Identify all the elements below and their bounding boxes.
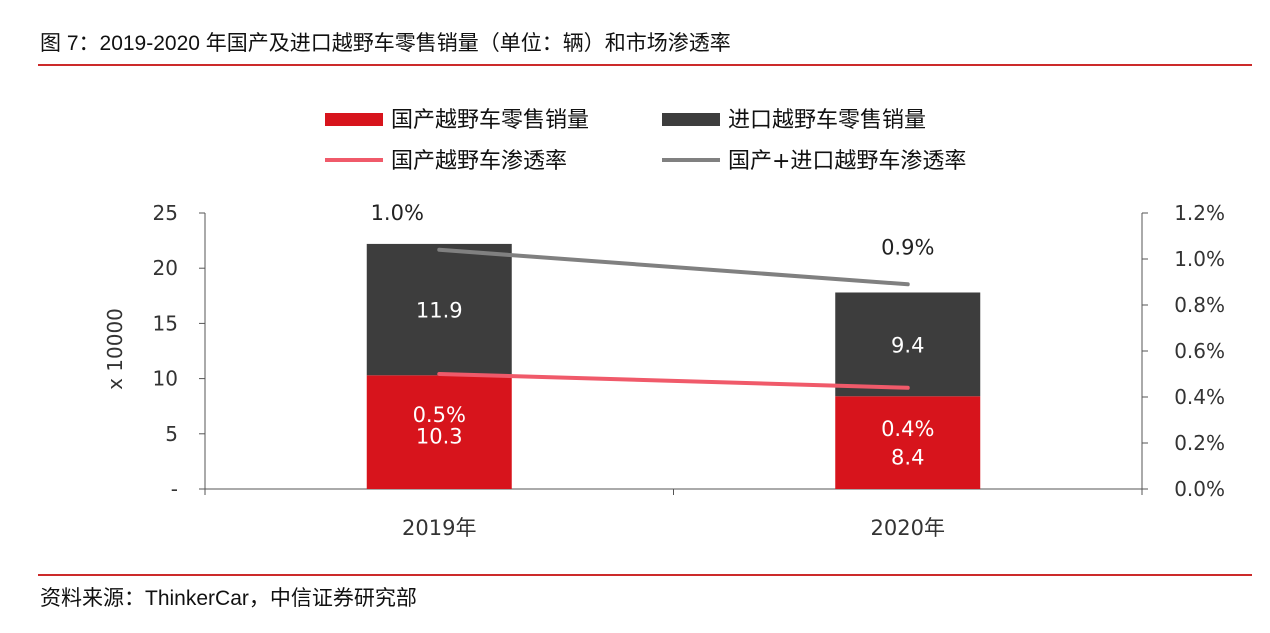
legend-swatch-bar: [662, 113, 720, 126]
left-axis-title: x 10000: [103, 308, 127, 390]
total-penetration-label: 0.9%: [881, 235, 934, 259]
domestic-penetration-label: 0.5%: [413, 403, 466, 427]
domestic-sales-label: 10.3: [416, 424, 463, 448]
right-axis-tick-label: 0.0%: [1174, 477, 1225, 501]
domestic-sales-label: 8.4: [891, 445, 924, 469]
left-axis-tick-label: 15: [153, 311, 178, 335]
axes: - 5 10 15 20 25 x 10000 0.0% 0.2% 0.4% 0.6% 0.8% 1.0…: [103, 201, 1225, 540]
figure-title: 图 7：2019-2020 年国产及进口越野车零售销量（单位：辆）和市场渗透率: [40, 32, 731, 55]
source-note: 资料来源：ThinkerCar，中信证券研究部: [40, 587, 417, 610]
bottom-rule: [38, 574, 1252, 576]
lines: [437, 247, 910, 390]
domestic-penetration-label: 0.4%: [881, 417, 934, 441]
domestic-sales-bar: [366, 375, 512, 489]
left-axis-tick-label: 5: [165, 422, 178, 446]
legend-label: 进口越野车零售销量: [728, 108, 926, 133]
right-axis-tick-label: 0.8%: [1174, 293, 1225, 317]
x-axis-tick-label: 2020年: [871, 516, 945, 540]
top-rule: [38, 64, 1252, 66]
import-sales-bar: [835, 292, 981, 397]
right-axis-tick-label: 0.6%: [1174, 339, 1225, 363]
domestic-sales-bar: [835, 396, 981, 489]
legend-swatch-bar: [325, 113, 383, 126]
bars: [366, 243, 981, 489]
x-axis-tick-label: 2019年: [402, 516, 476, 540]
left-axis-tick-label: 25: [153, 201, 178, 225]
right-axis-tick-label: 1.0%: [1174, 247, 1225, 271]
legend-label: 国产越野车渗透率: [391, 149, 567, 174]
right-axis-tick-label: 1.2%: [1174, 201, 1225, 225]
total-penetration-label: 1.0%: [371, 201, 424, 225]
import-sales-bar: [366, 243, 512, 376]
right-axis-tick-label: 0.2%: [1174, 431, 1225, 455]
left-axis-tick-label: -: [171, 477, 178, 501]
legend-label: 国产+进口越野车渗透率: [728, 149, 966, 174]
right-axis-tick-label: 0.4%: [1174, 385, 1225, 409]
import-sales-label: 9.4: [891, 333, 924, 357]
data-labels: 10.3 11.9 8.4 9.4 0.5% 0.4% 1.0% 0.9%: [371, 201, 935, 469]
import-sales-label: 11.9: [416, 299, 463, 323]
left-axis-tick-label: 20: [153, 256, 178, 280]
legend-label: 国产越野车零售销量: [391, 108, 589, 133]
domestic-penetration-line: [437, 372, 910, 390]
total-penetration-line: [437, 247, 910, 287]
left-axis-tick-label: 10: [153, 367, 178, 391]
